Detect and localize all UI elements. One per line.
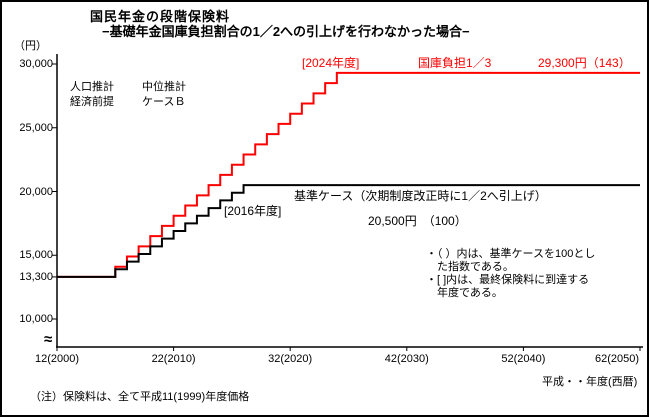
x-tick-label: 32(2020): [268, 353, 313, 365]
x-tick-label: 12(2000): [34, 353, 80, 365]
y-tick-label: 25,000: [19, 121, 53, 134]
y-tick-label: 20,000: [19, 185, 53, 198]
red-series-name-label: 国庫負担1／3: [418, 56, 492, 70]
axis-break-symbol: ≈: [44, 331, 53, 348]
red-series-final-year-label: [2024年度]: [302, 56, 360, 70]
legend-notes: ・（ ）内は、基準ケースを100とし た指数である。 ・[ ]内は、最終保険料に…: [426, 248, 596, 299]
y-tick-label: 30,000: [19, 58, 53, 70]
x-tick-label: 22(2010): [151, 353, 196, 365]
assumption-case: 中位推計 ケースＢ: [142, 81, 186, 108]
x-tick-label: 52(2040): [501, 353, 546, 365]
y-tick-label: 13,300: [19, 270, 53, 283]
black-series-name-label: 基準ケース（次期制度改正時に1／2へ引上げ）: [294, 189, 547, 203]
footnote: （注）保険料は、全て平成11(1999)年度価格: [30, 391, 250, 403]
assumption-population: 人口推計 経済前提: [70, 81, 114, 108]
chart-subtitle: −基礎年金国庫負担割合の1／2への引上げを行わなかった場合−: [102, 24, 470, 39]
x-tick-label: 42(2030): [384, 353, 429, 365]
x-tick-label: 62(2050): [594, 353, 640, 365]
red-series-final-value-label: 29,300円（143）: [538, 56, 631, 70]
black-series-final-year-label: [2016年度]: [224, 204, 282, 218]
y-tick-label: 10,000: [19, 313, 53, 325]
y-tick-label: 15,000: [19, 249, 53, 262]
black-series-final-value-label: 20,500円 （100）: [368, 214, 467, 228]
series-path-1: [57, 184, 640, 278]
y-axis-unit-label: （円）: [14, 40, 47, 52]
chart-title: 国民年金の段階保険料: [90, 9, 231, 24]
series-path-0: [57, 71, 640, 278]
x-axis-label: 平成・・年度(西暦): [542, 376, 638, 388]
